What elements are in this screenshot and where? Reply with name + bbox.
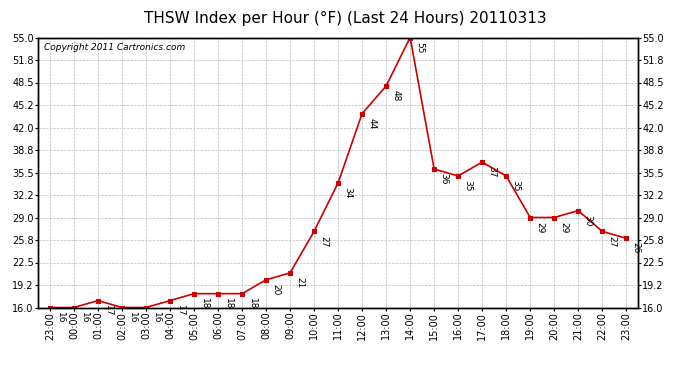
Text: 55: 55 bbox=[415, 42, 424, 53]
Text: 44: 44 bbox=[368, 118, 377, 129]
Text: 17: 17 bbox=[175, 305, 184, 316]
Text: 26: 26 bbox=[632, 242, 641, 254]
Text: 35: 35 bbox=[464, 180, 473, 192]
Text: 18: 18 bbox=[224, 298, 233, 309]
Text: 30: 30 bbox=[584, 215, 593, 226]
Text: 48: 48 bbox=[392, 90, 401, 102]
Text: 29: 29 bbox=[535, 222, 544, 233]
Text: 16: 16 bbox=[128, 312, 137, 323]
Text: 16: 16 bbox=[79, 312, 88, 323]
Text: 27: 27 bbox=[608, 236, 617, 247]
Text: 20: 20 bbox=[272, 284, 281, 296]
Text: 37: 37 bbox=[488, 166, 497, 178]
Text: 18: 18 bbox=[248, 298, 257, 309]
Text: 17: 17 bbox=[104, 305, 112, 316]
Text: 35: 35 bbox=[512, 180, 521, 192]
Text: 34: 34 bbox=[344, 187, 353, 198]
Text: 36: 36 bbox=[440, 173, 449, 185]
Text: 18: 18 bbox=[199, 298, 208, 309]
Text: 27: 27 bbox=[319, 236, 328, 247]
Text: 16: 16 bbox=[152, 312, 161, 323]
Text: Copyright 2011 Cartronics.com: Copyright 2011 Cartronics.com bbox=[44, 43, 185, 52]
Text: THSW Index per Hour (°F) (Last 24 Hours) 20110313: THSW Index per Hour (°F) (Last 24 Hours)… bbox=[144, 11, 546, 26]
Text: 16: 16 bbox=[55, 312, 64, 323]
Text: 29: 29 bbox=[560, 222, 569, 233]
Text: 21: 21 bbox=[295, 277, 304, 288]
